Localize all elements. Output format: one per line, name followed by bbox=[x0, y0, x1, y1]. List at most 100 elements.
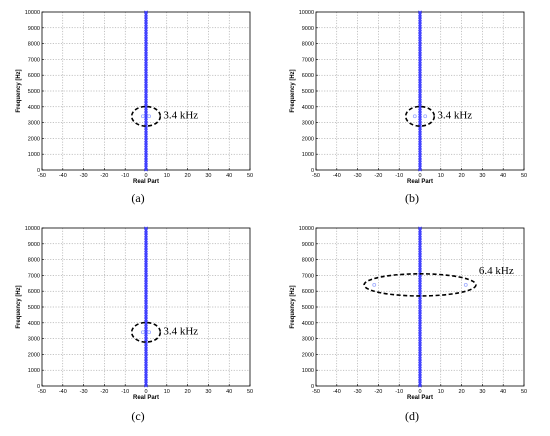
annotation-ellipse bbox=[130, 105, 162, 127]
x-tick-label: -20 bbox=[374, 173, 382, 179]
panel-a: -50 -40 -30 -20 -10 0 10 20 30 40 50 0 1000 2000 3000 4… bbox=[16, 10, 253, 205]
x-tick-label: -50 bbox=[312, 173, 320, 179]
data-point bbox=[412, 114, 417, 119]
x-tick-label: -10 bbox=[395, 173, 403, 179]
x-tick-label: -10 bbox=[121, 173, 129, 179]
annotation-label: 3.4 kHz bbox=[163, 325, 198, 337]
panel-caption: (c) bbox=[131, 409, 144, 423]
y-tick-label: 3000 bbox=[28, 337, 40, 343]
x-tick-label: -20 bbox=[100, 173, 108, 179]
y-axis-label: Frequency [Hz] bbox=[16, 69, 22, 112]
x-tick-label: 40 bbox=[500, 389, 506, 395]
x-axis-label: Real Part bbox=[407, 395, 433, 401]
panel-b: -50 -40 -30 -20 -10 0 10 20 30 40 50 0 1000 2000 3000 4… bbox=[290, 10, 527, 205]
x-tick-label: 50 bbox=[247, 389, 253, 395]
x-tick-label: -20 bbox=[374, 389, 382, 395]
y-tick-label: 0 bbox=[311, 168, 314, 174]
x-tick-label: 40 bbox=[226, 173, 232, 179]
x-tick-label: 30 bbox=[479, 389, 485, 395]
data-point bbox=[140, 114, 145, 119]
y-tick-label: 2000 bbox=[28, 352, 40, 358]
x-tick-label: 30 bbox=[205, 389, 211, 395]
x-tick-label: -50 bbox=[38, 173, 46, 179]
y-tick-label: 4000 bbox=[302, 105, 314, 111]
x-tick-label: -40 bbox=[59, 173, 67, 179]
y-tick-label: 7000 bbox=[302, 57, 314, 63]
x-axis-label: Real Part bbox=[133, 395, 159, 401]
y-tick-label: 10000 bbox=[299, 226, 314, 232]
y-tick-label: 0 bbox=[311, 384, 314, 390]
x-tick-label: 40 bbox=[500, 173, 506, 179]
y-tick-label: 5000 bbox=[28, 305, 40, 311]
x-tick-label: -30 bbox=[354, 389, 362, 395]
y-tick-label: 3000 bbox=[302, 121, 314, 127]
x-tick-label: -40 bbox=[333, 173, 341, 179]
y-axis-label: Frequency [Hz] bbox=[290, 285, 296, 328]
y-tick-label: 10000 bbox=[25, 10, 40, 16]
y-tick-label: 9000 bbox=[28, 242, 40, 248]
x-tick-label: -10 bbox=[121, 389, 129, 395]
y-tick-label: 7000 bbox=[302, 273, 314, 279]
y-tick-label: 2000 bbox=[302, 352, 314, 358]
panel-d: -50 -40 -30 -20 -10 0 10 20 30 40 50 0 1000 2000 3000 4… bbox=[290, 226, 527, 423]
y-tick-label: 7000 bbox=[28, 273, 40, 279]
panel-c: -50 -40 -30 -20 -10 0 10 20 30 40 50 0 1000 2000 3000 4… bbox=[16, 226, 253, 423]
x-tick-label: -40 bbox=[59, 389, 67, 395]
x-axis-label: Real Part bbox=[133, 179, 159, 185]
y-tick-label: 3000 bbox=[302, 337, 314, 343]
y-tick-label: 6000 bbox=[28, 289, 40, 295]
x-tick-label: 0 bbox=[144, 173, 147, 179]
x-tick-label: -40 bbox=[333, 389, 341, 395]
data-point bbox=[147, 330, 152, 335]
y-tick-label: 4000 bbox=[28, 321, 40, 327]
y-tick-label: 5000 bbox=[302, 89, 314, 95]
x-tick-label: 20 bbox=[459, 389, 465, 395]
annotation-ellipse bbox=[363, 273, 477, 297]
x-axis-label: Real Part bbox=[407, 179, 433, 185]
panel-caption: (b) bbox=[405, 191, 419, 205]
x-tick-label: 50 bbox=[521, 173, 527, 179]
x-tick-label: 10 bbox=[164, 389, 170, 395]
y-tick-label: 0 bbox=[37, 384, 40, 390]
y-tick-label: 6000 bbox=[302, 289, 314, 295]
y-axis-label: Frequency [Hz] bbox=[290, 69, 296, 112]
x-tick-label: 10 bbox=[164, 173, 170, 179]
y-tick-label: 8000 bbox=[302, 42, 314, 48]
x-tick-label: 50 bbox=[521, 389, 527, 395]
y-tick-label: 1000 bbox=[302, 368, 314, 374]
y-tick-label: 9000 bbox=[302, 242, 314, 248]
y-tick-label: 6000 bbox=[28, 73, 40, 79]
y-tick-label: 8000 bbox=[28, 42, 40, 48]
x-tick-label: -30 bbox=[80, 173, 88, 179]
y-tick-label: 3000 bbox=[28, 121, 40, 127]
x-tick-label: 10 bbox=[438, 173, 444, 179]
x-tick-label: -50 bbox=[38, 389, 46, 395]
y-tick-label: 6000 bbox=[302, 73, 314, 79]
data-point bbox=[463, 282, 468, 287]
annotation-ellipse bbox=[404, 105, 436, 127]
data-point bbox=[147, 114, 152, 119]
y-tick-label: 1000 bbox=[28, 368, 40, 374]
y-tick-label: 8000 bbox=[28, 258, 40, 264]
y-tick-label: 7000 bbox=[28, 57, 40, 63]
y-tick-label: 2000 bbox=[302, 136, 314, 142]
y-tick-label: 5000 bbox=[302, 305, 314, 311]
y-tick-label: 1000 bbox=[302, 152, 314, 158]
x-tick-label: 0 bbox=[418, 173, 421, 179]
annotation-label: 6.4 kHz bbox=[479, 265, 514, 277]
y-tick-label: 10000 bbox=[25, 226, 40, 232]
y-tick-label: 9000 bbox=[28, 26, 40, 32]
annotation-label: 3.4 kHz bbox=[163, 109, 198, 121]
x-tick-label: 20 bbox=[185, 173, 191, 179]
x-tick-label: 30 bbox=[479, 173, 485, 179]
y-tick-label: 9000 bbox=[302, 26, 314, 32]
y-tick-label: 8000 bbox=[302, 258, 314, 264]
x-tick-label: -30 bbox=[80, 389, 88, 395]
x-tick-label: 50 bbox=[247, 173, 253, 179]
y-tick-label: 0 bbox=[37, 168, 40, 174]
y-tick-label: 2000 bbox=[28, 136, 40, 142]
data-point bbox=[140, 330, 145, 335]
data-point bbox=[423, 114, 428, 119]
annotation-ellipse bbox=[130, 321, 162, 343]
